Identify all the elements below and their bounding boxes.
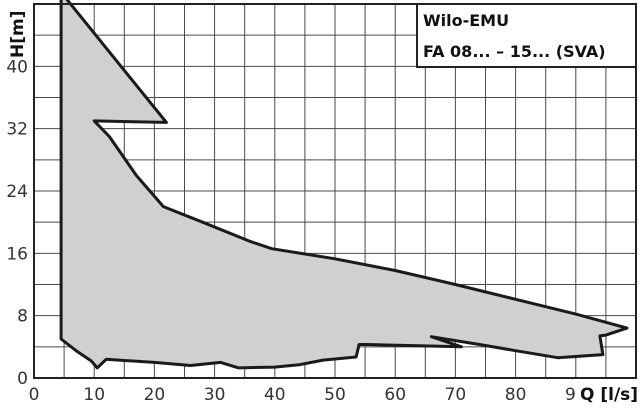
y-tick-label: 40 [6,57,28,77]
plot-frame [33,3,637,379]
envelope-area [59,0,629,370]
chart-title: Wilo-EMU [423,11,509,30]
x-tick-label: 80 [505,385,527,405]
x-tick-label: 20 [144,385,166,405]
y-tick-label: 24 [6,182,28,202]
x-tick-label: 30 [204,385,226,405]
performance-envelope [59,0,629,370]
x-tick-label: 70 [445,385,467,405]
legend-box: Wilo-EMU FA 08... – 15... (SVA) [416,3,637,68]
x-tick-label: 40 [264,385,286,405]
chart-subtitle: FA 08... – 15... (SVA) [423,42,606,61]
y-tick-labels: 0 8 16 24 32 40 [6,57,28,389]
x-axis-title-backdrop [576,380,638,408]
x-tick-label: 0 [29,385,40,405]
y-tick-label: 0 [17,369,28,389]
x-tick-label: 50 [324,385,346,405]
y-tick-label: 16 [6,244,28,264]
y-axis-title: H[m] [8,11,28,58]
y-tick-label: 8 [17,307,28,327]
y-tick-label: 32 [6,120,28,140]
x-axis-title: Q [l/s] [580,385,638,405]
x-tick-label: 60 [384,385,406,405]
x-tick-labels: 0 10 20 30 40 50 60 70 80 90 [29,385,587,405]
x-tick-label: 10 [83,385,105,405]
legend-frame [416,3,637,68]
